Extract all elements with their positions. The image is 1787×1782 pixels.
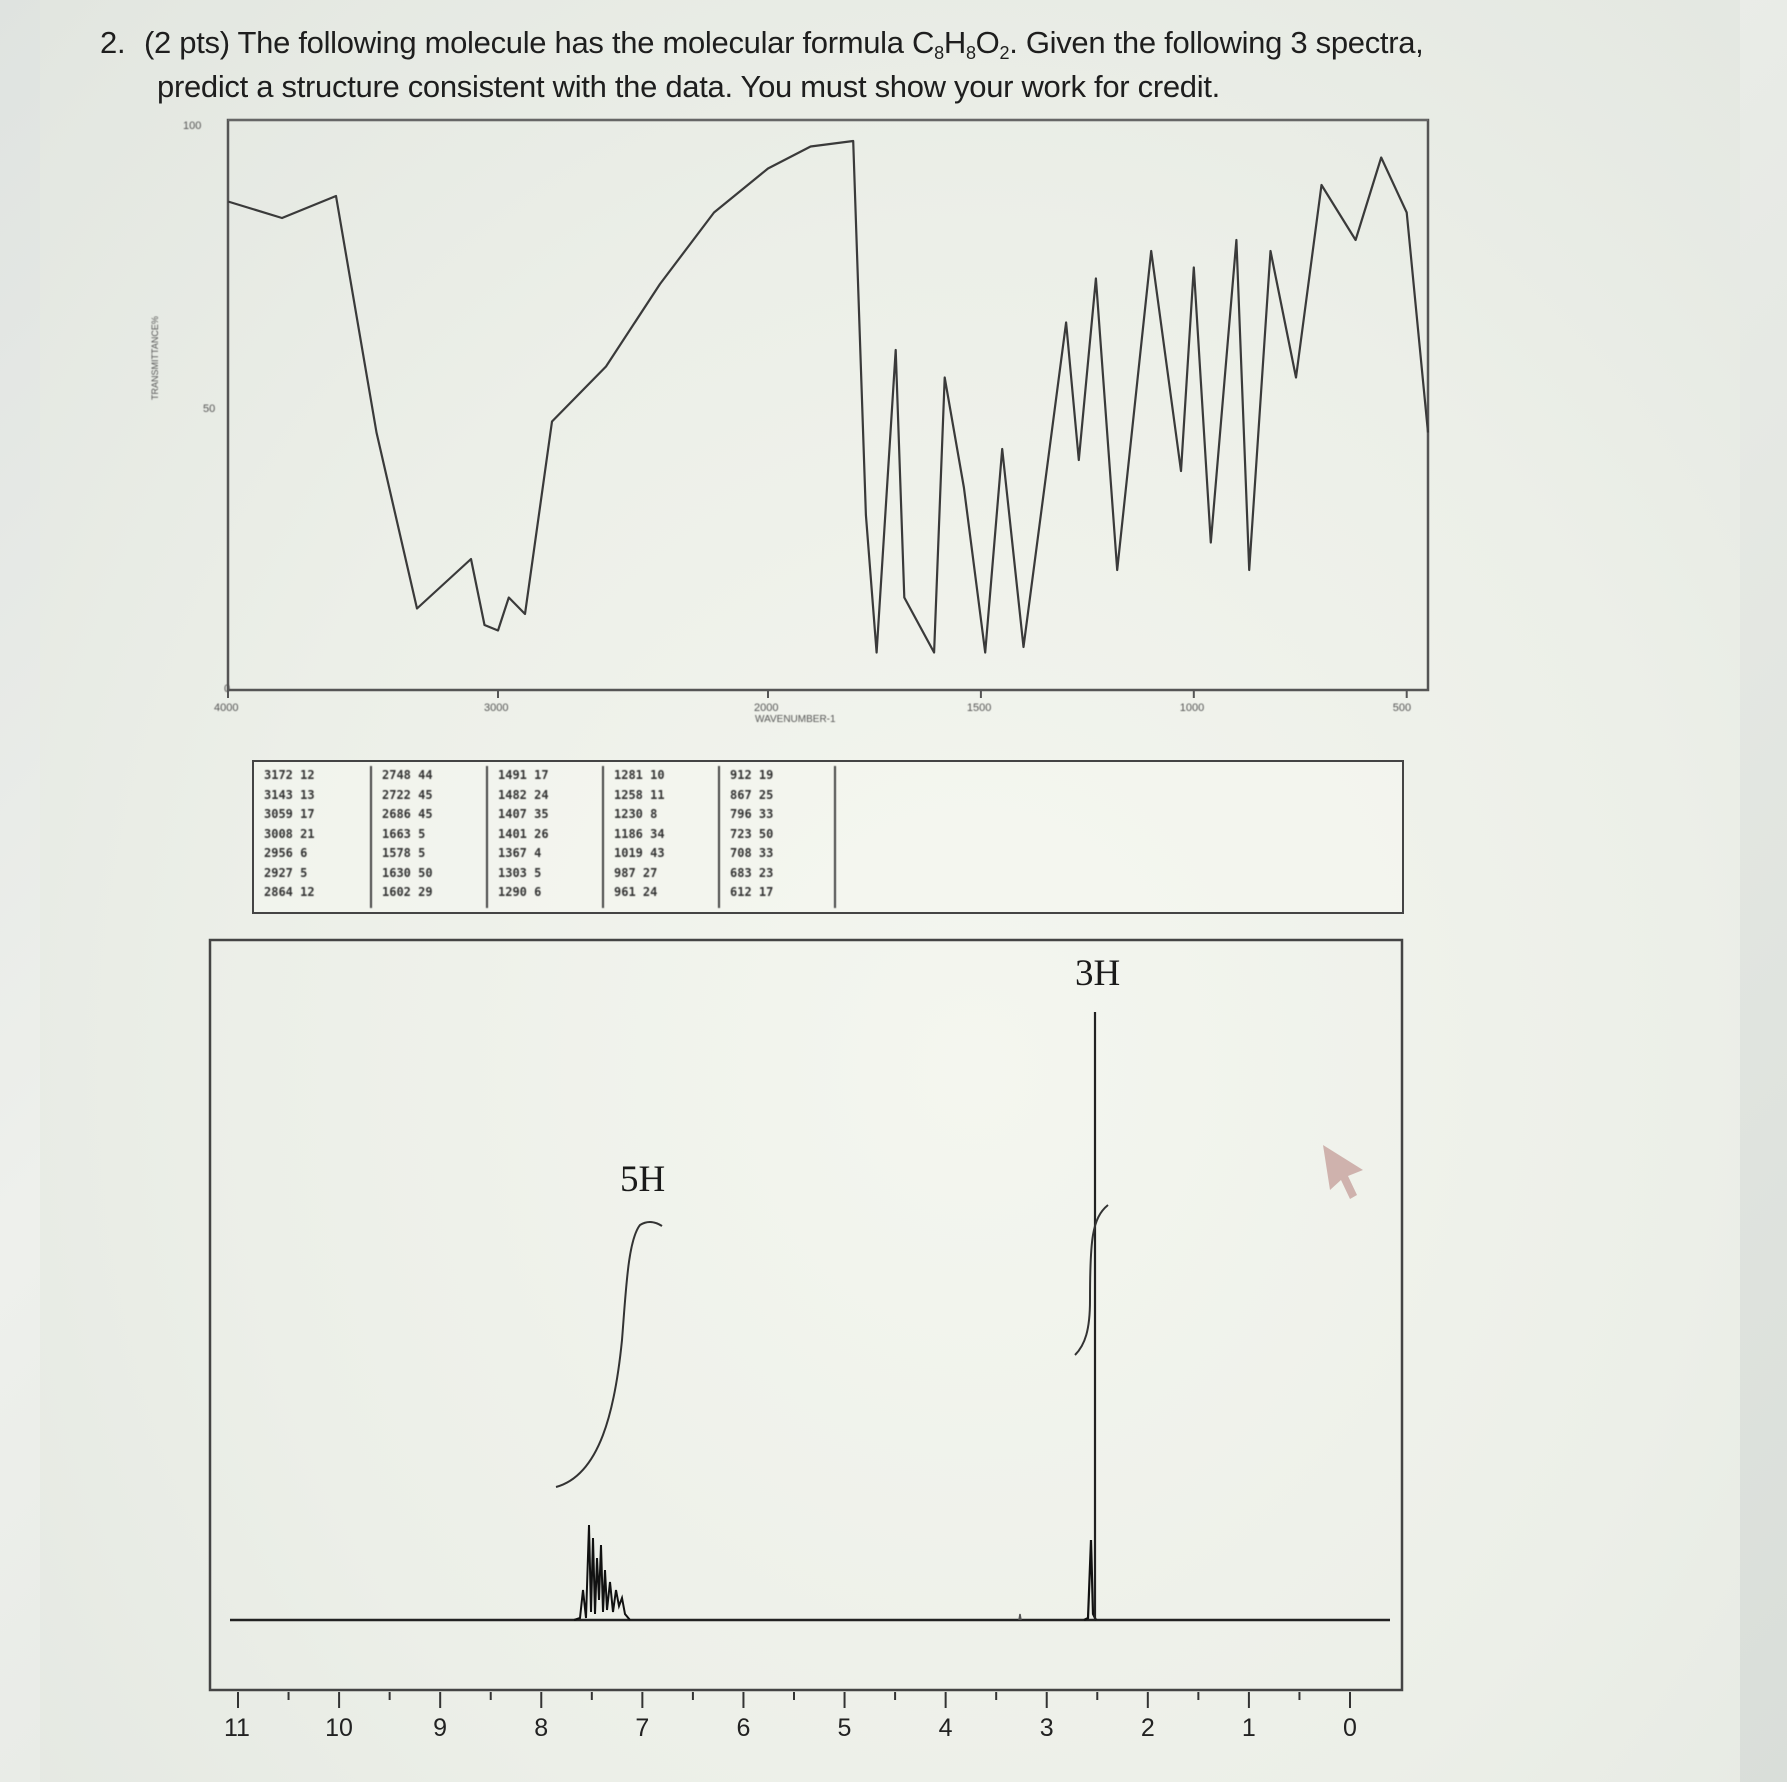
nmr-x-tick-label: 2 [1140, 1714, 1155, 1742]
question-line-2: predict a structure consistent with the … [157, 69, 1220, 104]
peak-column-5: 912 19 867 25 796 33 723 50 708 33 683 23 612 … [720, 766, 836, 908]
integration-curve-3h [1074, 1204, 1109, 1356]
nmr-x-tick-label: 9 [433, 1714, 448, 1742]
nmr-x-tick-label: 11 [224, 1714, 250, 1742]
ir-y-mid-label: 50 [203, 403, 216, 415]
ir-x-tick-label: 500 [1392, 702, 1412, 714]
nmr-x-tick-label: 5 [837, 1714, 852, 1742]
ir-x-tick-label: 4000 [214, 702, 239, 714]
ir-x-tick-label: 1500 [966, 702, 992, 714]
nmr-x-tick-label: 4 [938, 1714, 953, 1742]
nmr-x-tick-label: 8 [534, 1714, 549, 1742]
ir-y-top-label: 100 [183, 120, 202, 132]
ir-x-ticks [227, 690, 1408, 698]
ir-y-bottom-label: 0 [224, 683, 231, 695]
integration-label-5h: 5H [620, 1159, 666, 1200]
nmr-x-tick-label: 6 [736, 1714, 751, 1742]
ir-x-tick-label: 2000 [754, 702, 779, 714]
peak-column-4: 1281 10 1258 11 1230 8 1186 34 1019 43 987 27… [604, 766, 720, 908]
nmr-x-ticks [237, 1692, 1351, 1708]
ir-x-axis-title: WAVENUMBER-1 [755, 714, 836, 725]
question-number: 2. [100, 25, 126, 60]
nmr-x-tick-label: 10 [325, 1714, 353, 1742]
integration-label-3h: 3H [1075, 953, 1121, 994]
ir-peak-table: 3172 12 3143 13 3059 17 3008 21 2956 6 2927 5… [252, 760, 1404, 914]
nmr-x-tick-label: 0 [1343, 1714, 1357, 1742]
ir-x-tick-label: 1000 [1179, 702, 1205, 714]
peak-column-3: 1491 17 1482 24 1407 35 1401 26 1367 4 1303 5… [488, 766, 604, 908]
peak-column-1: 3172 12 3143 13 3059 17 3008 21 2956 6 2927 5… [254, 766, 372, 908]
nmr-x-tick-label: 7 [635, 1714, 650, 1742]
ir-trace [227, 139, 1430, 654]
nmr-plot-frame [208, 938, 1404, 1692]
integration-curve-5h [555, 1221, 663, 1488]
ir-x-tick-label: 3000 [484, 702, 509, 714]
aromatic-multiplet [573, 1524, 631, 1621]
nmr-x-tick-label: 3 [1039, 1714, 1054, 1742]
peak-column-2: 2748 44 2722 45 2686 45 1663 5 1578 5 1630 50… [372, 766, 488, 908]
nmr-x-tick-label: 1 [1241, 1714, 1256, 1742]
question-line-1: (2 pts) The following molecule has the m… [144, 25, 1424, 63]
tiny-impurity-peak [1018, 1613, 1022, 1621]
